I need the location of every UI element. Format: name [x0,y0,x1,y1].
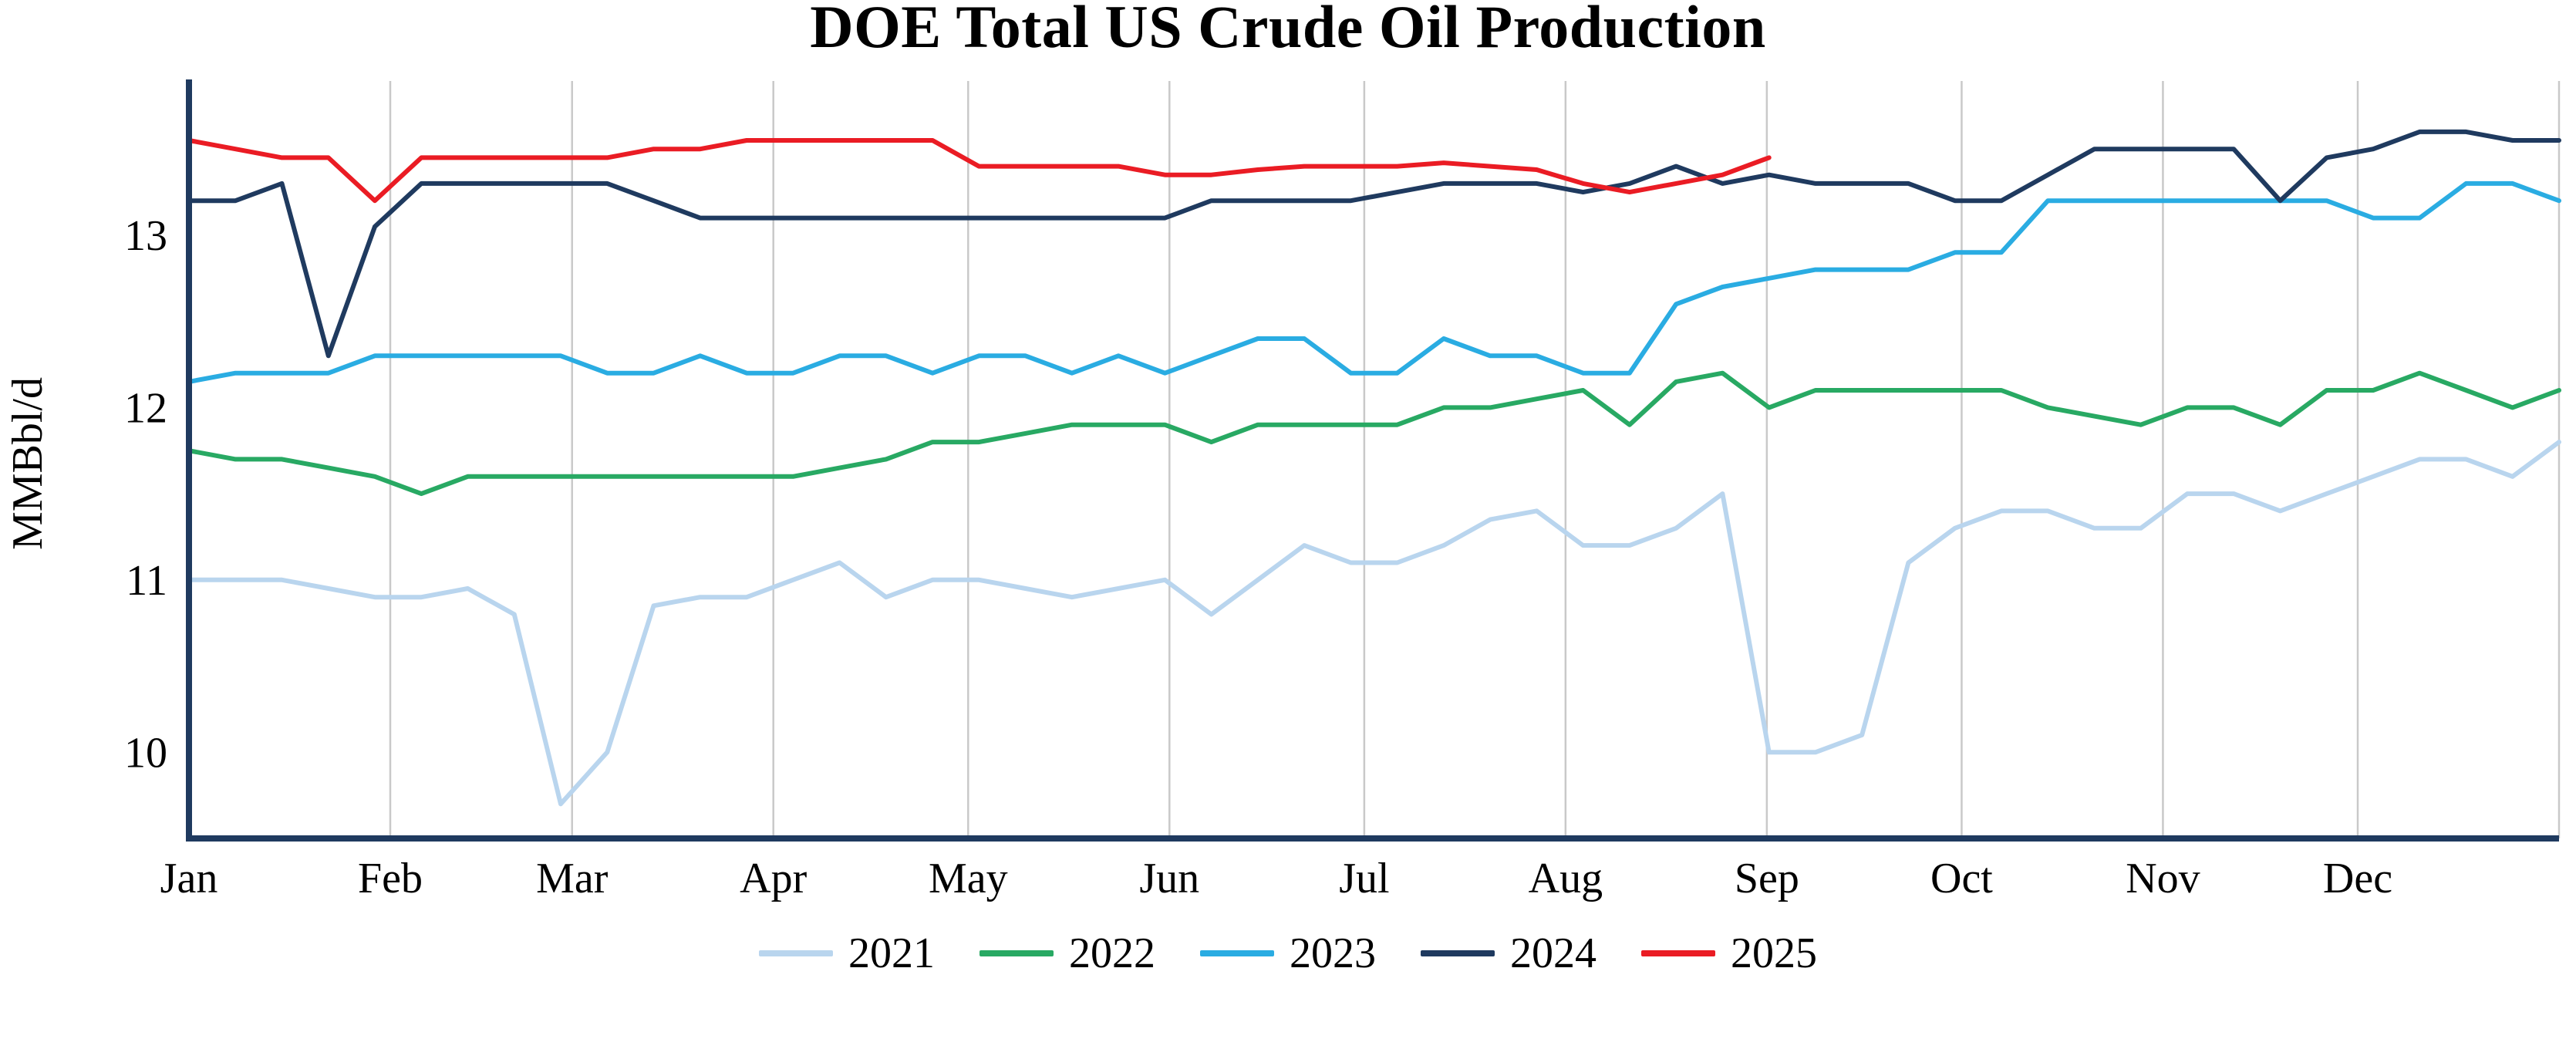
y-tick-label: 12 [124,384,167,432]
legend-swatch-2022 [979,950,1054,956]
legend-swatch-2023 [1200,950,1274,956]
x-tick-label: Jul [1339,855,1389,902]
legend-label-2024: 2024 [1510,929,1597,977]
series-line-2023 [187,180,2561,384]
chart-legend: 2021 2022 2023 2024 2025 [0,932,2576,975]
legend-item-2024: 2024 [1421,932,1597,975]
x-tick-label: Nov [2126,855,2200,902]
legend-item-2022: 2022 [979,932,1155,975]
legend-label-2022: 2022 [1069,929,1155,977]
x-tick-label: Feb [358,855,423,902]
axis-layer [186,79,2559,842]
series-line-2021 [187,440,2561,807]
series-layer [187,129,2561,807]
y-tick-label: 10 [124,729,167,777]
legend-swatch-2025 [1641,950,1715,956]
x-tick-label: Dec [2323,855,2392,902]
gridline-layer [389,81,2561,838]
x-tick-label: Aug [1529,855,1603,902]
axis-label-layer: 10 11 12 13 Jan Feb Mar Apr May Jun Jul Aug Sep Oct No… [124,212,2392,902]
series-line-2025 [187,138,1772,204]
x-tick-label: Mar [536,855,609,902]
legend-item-2023: 2023 [1200,932,1376,975]
legend-item-2021: 2021 [759,932,935,975]
x-tick-label: Oct [1930,855,1993,902]
x-tick-label: May [929,855,1008,902]
y-tick-label: 11 [126,557,167,605]
legend-label-2021: 2021 [848,929,935,977]
legend-swatch-2024 [1421,950,1495,956]
y-axis-title: MMBbl/d [4,377,52,550]
line-chart: 10 11 12 13 Jan Feb Mar Apr May Jun Jul Aug Sep Oct No… [4,79,2561,902]
x-tick-label: Jun [1139,855,1199,902]
series-line-2024 [187,129,2561,359]
legend-label-2023: 2023 [1290,929,1376,977]
y-tick-label: 13 [124,212,167,260]
legend-swatch-2021 [759,950,833,956]
legend-label-2025: 2025 [1731,929,1817,977]
chart-title: DOE Total US Crude Oil Production [810,0,1766,60]
x-tick-label: Jan [160,855,218,902]
x-tick-label: Apr [740,855,807,902]
series-line-2022 [187,370,2561,497]
legend-item-2025: 2025 [1641,932,1817,975]
x-tick-label: Sep [1735,855,1799,902]
